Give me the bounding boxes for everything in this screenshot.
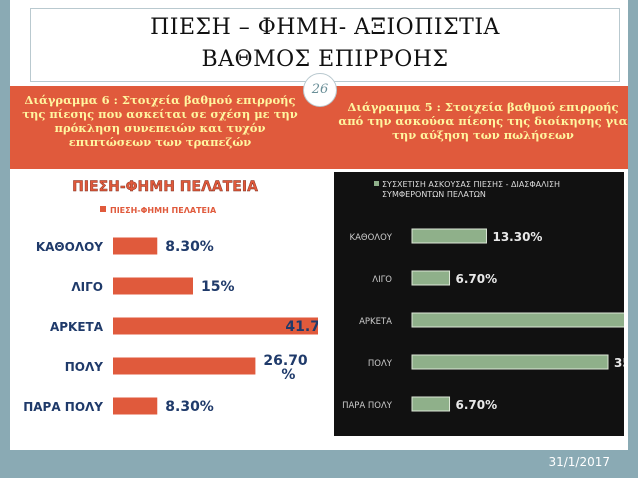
left-stripe — [0, 0, 10, 478]
right-bar — [411, 228, 487, 244]
left-data-label: 15% — [201, 279, 235, 295]
right-legend-swatch — [374, 181, 379, 186]
subtitle-right: Διάγραμμα 5 : Στοιχεία βαθμού επιρροής α… — [338, 100, 628, 142]
slide-title-line1: ΠΙΕΣΗ – ΦΗΜΗ- ΑΞΙΟΠΙΣΤΙΑ — [150, 15, 500, 40]
title-box: ΠΙΕΣΗ – ΦΗΜΗ- ΑΞΙΟΠΙΣΤΙΑ ΒΑΘΜΟΣ ΕΠΙΡΡΟΗΣ — [30, 8, 620, 82]
left-data-label: 8.30% — [165, 399, 214, 415]
right-category-label: ΚΑΘΟΛΟΥ — [350, 233, 393, 243]
left-category-label: ΚΑΘΟΛΟΥ — [36, 240, 103, 254]
left-bar — [113, 397, 158, 415]
left-category-label: ΠΑΡΑ ΠΟΛΥ — [23, 400, 103, 414]
right-data-label: 13.30% — [492, 230, 542, 244]
left-bar — [113, 317, 336, 335]
left-chart: ΠΙΕΣΗ-ΦΗΜΗ ΠΕΛΑΤΕΙΑ ΠΙΕΣΗ-ΦΗΜΗ ΠΕΛΑΤΕΙΑ ΚΑ… — [18, 172, 344, 444]
left-category-label: ΛΙΓΟ — [71, 280, 103, 294]
left-legend-swatch — [100, 206, 106, 212]
right-bar — [411, 312, 627, 328]
left-legend-label: ΠΙΕΣΗ-ΦΗΜΗ ΠΕΛΑΤΕΙΑ — [110, 206, 217, 215]
left-data-label: 8.30% — [165, 239, 214, 255]
left-data-label: 41.70% — [285, 319, 318, 335]
right-category-label: ΛΙΓΟ — [372, 275, 392, 285]
page-number: 26 — [303, 73, 337, 107]
slide-title-line2: ΒΑΘΜΟΣ ΕΠΙΡΡΟΗΣ — [201, 47, 449, 72]
right-legend-label: ΣΥΣΧΕΤΙΣΗ ΑΣΚΟΥΣΑΣ ΠΙΕΣΗΣ - ΔΙΑΣΦΑΛΙΣΗ — [382, 180, 560, 189]
left-chart-svg: ΠΙΕΣΗ-ΦΗΜΗ ΠΕΛΑΤΕΙΑ ΠΙΕΣΗ-ΦΗΜΗ ΠΕΛΑΤΕΙΑ ΚΑ… — [23, 179, 344, 415]
right-category-label: ΠΟΛΥ — [368, 359, 393, 369]
divider — [10, 168, 628, 169]
right-category-label: ΑΡΚΕΤΑ — [359, 317, 392, 327]
right-bar — [411, 354, 609, 370]
left-category-label: ΑΡΚΕΤΑ — [50, 320, 104, 334]
right-data-label: 35% — [614, 356, 624, 370]
right-category-label: ΠΑΡΑ ΠΟΛΥ — [342, 401, 393, 411]
left-bar — [113, 357, 256, 375]
right-chart-background — [334, 172, 624, 436]
left-chart-title: ΠΙΕΣΗ-ΦΗΜΗ ΠΕΛΑΤΕΙΑ — [72, 179, 258, 195]
right-stripe — [628, 0, 638, 478]
footer-date: 31/1/2017 — [548, 455, 610, 469]
left-category-label: ΠΟΛΥ — [65, 360, 104, 374]
left-bar — [113, 277, 193, 295]
left-bar — [113, 237, 158, 255]
footer: 31/1/2017 — [10, 450, 628, 478]
left-data-label: 26.70% — [263, 353, 308, 383]
right-legend-label-line2: ΣΥΜΦΕΡΟΝΤΩΝ ΠΕΛΑΤΩΝ — [382, 190, 486, 199]
right-data-label: 6.70% — [456, 272, 498, 286]
right-bar — [411, 396, 451, 412]
header: ΠΙΕΣΗ – ΦΗΜΗ- ΑΞΙΟΠΙΣΤΙΑ ΒΑΘΜΟΣ ΕΠΙΡΡΟΗΣ — [10, 0, 628, 86]
subtitle-left: Διάγραμμα 6 : Στοιχεία βαθμού επιρροής τ… — [22, 93, 298, 149]
right-data-label: 6.70% — [456, 398, 498, 412]
right-chart: ΣΥΣΧΕΤΙΣΗ ΑΣΚΟΥΣΑΣ ΠΙΕΣΗΣ - ΔΙΑΣΦΑΛΙΣΗ ΣΥ… — [334, 172, 638, 436]
right-bar — [411, 270, 451, 286]
right-chart-svg: ΣΥΣΧΕΤΙΣΗ ΑΣΚΟΥΣΑΣ ΠΙΕΣΗΣ - ΔΙΑΣΦΑΛΙΣΗΣΥ… — [334, 172, 638, 436]
